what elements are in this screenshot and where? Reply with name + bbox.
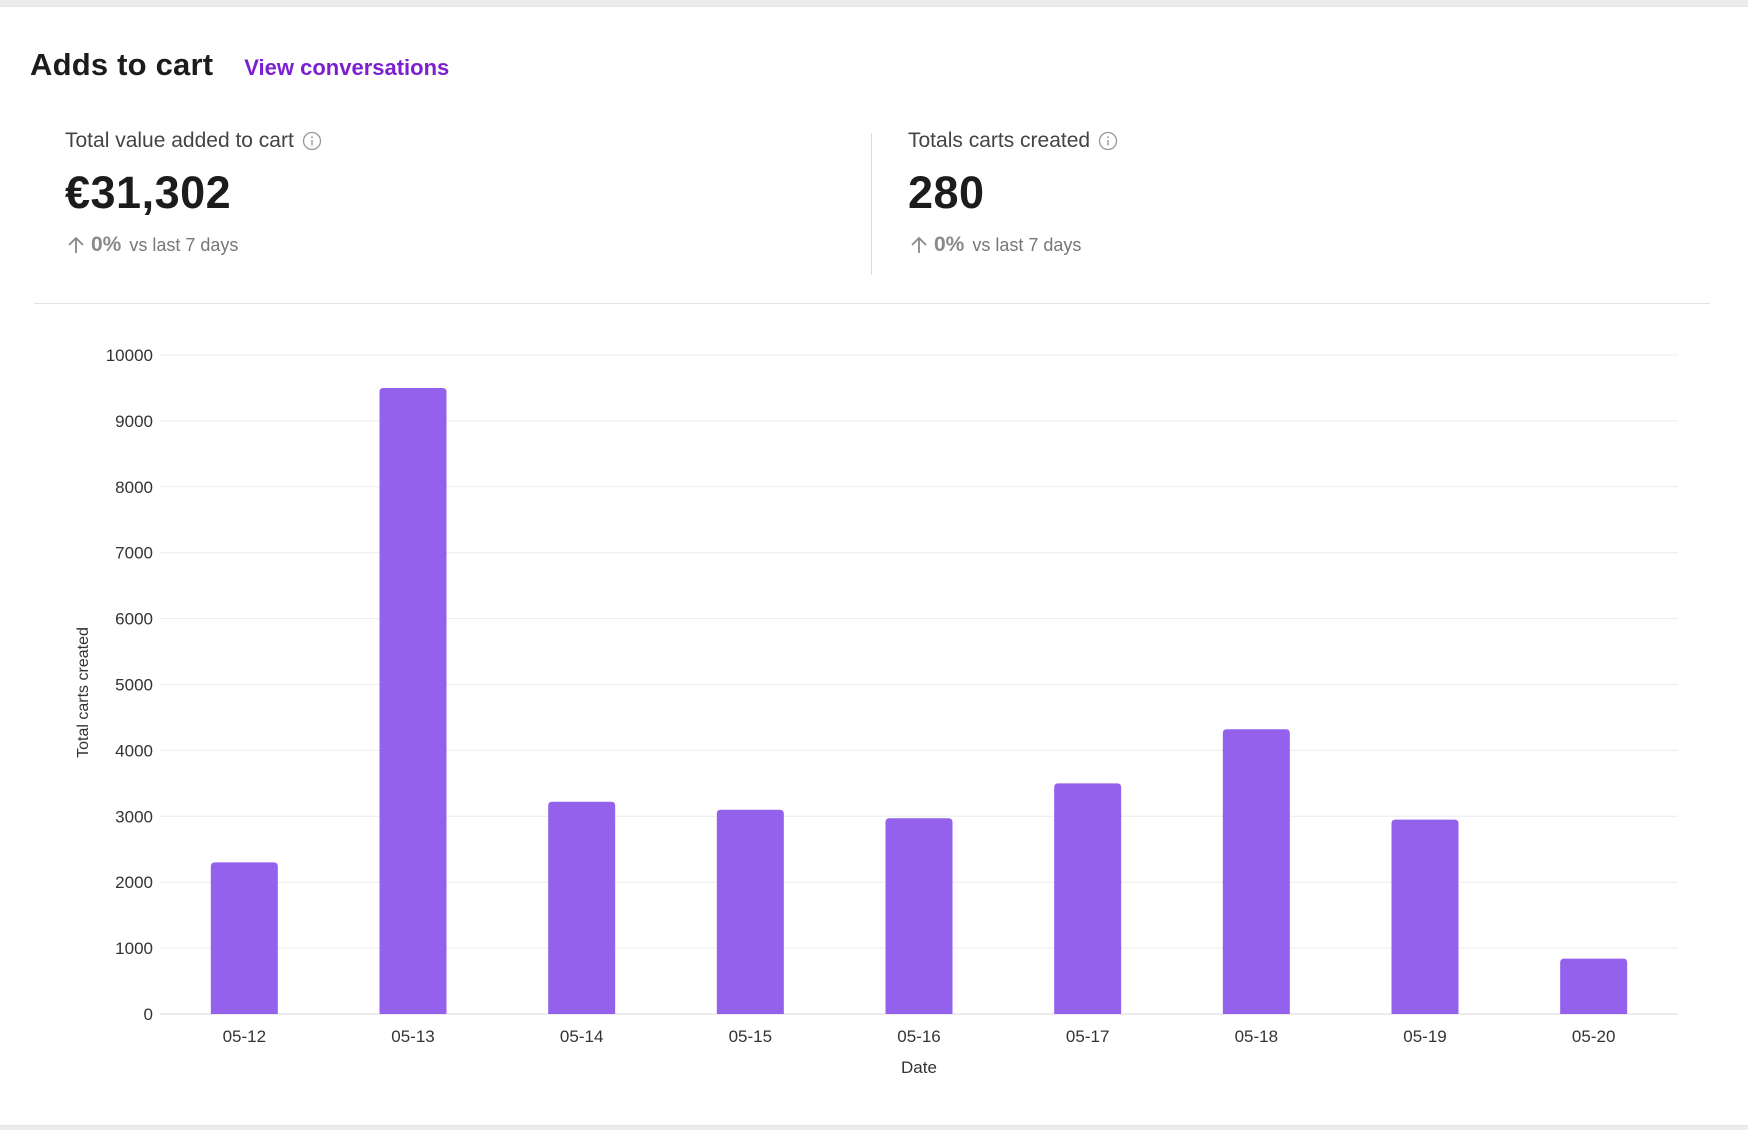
view-conversations-link[interactable]: View conversations <box>244 55 450 80</box>
stat-value: €31,302 <box>65 167 232 218</box>
x-tick-label: 05-20 <box>1572 1027 1615 1046</box>
x-tick-label: 05-19 <box>1403 1027 1446 1046</box>
y-tick-label: 5000 <box>115 676 153 695</box>
bar <box>1222 729 1290 1014</box>
arrow-up-icon <box>68 236 84 253</box>
adds-to-cart-card: Adds to cart View conversations Total va… <box>0 6 1748 1126</box>
y-tick-label: 9000 <box>115 412 153 431</box>
section-divider <box>34 303 1710 304</box>
y-tick-label: 4000 <box>115 741 153 760</box>
stat-change-percent: 0% <box>934 233 965 256</box>
bar <box>548 801 616 1014</box>
y-tick-label: 1000 <box>115 939 153 958</box>
x-axis-label: Date <box>901 1058 937 1077</box>
bar <box>1391 819 1459 1014</box>
bar <box>885 818 953 1014</box>
y-tick-label: 2000 <box>115 873 153 892</box>
y-tick-label: 8000 <box>115 478 153 497</box>
x-tick-label: 05-13 <box>391 1027 434 1046</box>
x-tick-label: 05-17 <box>1066 1027 1109 1046</box>
arrow-up-icon <box>911 236 927 253</box>
x-tick-label: 05-18 <box>1235 1027 1278 1046</box>
info-icon[interactable] <box>1098 131 1118 151</box>
bar <box>716 809 784 1014</box>
x-tick-label: 05-12 <box>223 1027 266 1046</box>
stat-total-value: Total value added to cart €31,302 0% vs … <box>65 129 322 257</box>
stat-comparison: vs last 7 days <box>129 234 239 255</box>
stat-label: Total value added to cart <box>65 129 294 152</box>
stat-change: 0% vs last 7 days <box>65 233 322 257</box>
stat-change: 0% vs last 7 days <box>908 233 1118 257</box>
card-title: Adds to cart <box>30 47 214 82</box>
y-tick-label: 6000 <box>115 610 153 629</box>
stat-value: 280 <box>908 167 985 218</box>
stat-label: Totals carts created <box>908 129 1091 152</box>
bar <box>379 387 447 1014</box>
y-tick-label: 10000 <box>106 346 153 365</box>
stat-divider <box>871 133 872 275</box>
stat-comparison: vs last 7 days <box>972 234 1082 255</box>
y-tick-label: 7000 <box>115 544 153 563</box>
y-tick-label: 3000 <box>115 807 153 826</box>
stat-carts-created: Totals carts created 280 0% vs last 7 da… <box>908 129 1118 257</box>
x-tick-label: 05-16 <box>897 1027 940 1046</box>
bar <box>210 862 278 1014</box>
info-icon[interactable] <box>302 131 322 151</box>
x-tick-label: 05-15 <box>729 1027 772 1046</box>
bar <box>1054 783 1122 1014</box>
stat-change-percent: 0% <box>91 233 122 256</box>
y-axis-label: Total carts created <box>75 627 92 758</box>
bar <box>1560 958 1628 1014</box>
x-tick-label: 05-14 <box>560 1027 603 1046</box>
bar-chart: 0 1000 2000 3000 4000 5000 6000 7000 8000 9000 100… <box>75 346 1678 1077</box>
card-header: Adds to cart View conversations <box>30 47 449 83</box>
y-tick-label: 0 <box>144 1005 153 1024</box>
